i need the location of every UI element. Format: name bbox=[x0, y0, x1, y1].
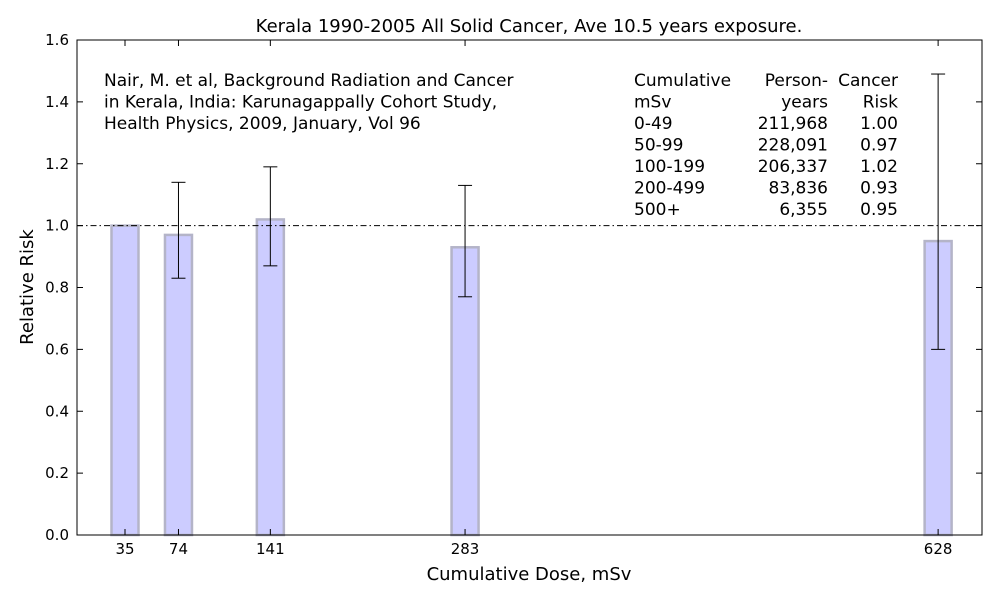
table-cell: 100-199 bbox=[634, 157, 705, 177]
x-tick-label: 35 bbox=[115, 540, 134, 558]
bar bbox=[110, 224, 140, 537]
table-cell: Cumulative bbox=[634, 71, 731, 91]
table-cell: years bbox=[781, 93, 828, 113]
table-cell: 83,836 bbox=[769, 179, 828, 199]
y-tick-label: 1.6 bbox=[45, 31, 69, 49]
table-cell: 0.93 bbox=[860, 179, 898, 199]
plot-area: 0.0 0.2 0.4 0.6 0.8 1.0 1.2 1.4 1.6 35 74 141 283 628… bbox=[45, 31, 983, 558]
annotation-line: Nair, M. et al, Background Radiation and… bbox=[104, 71, 513, 91]
table-cell: 0.97 bbox=[860, 136, 898, 156]
bar bbox=[255, 218, 286, 537]
table-cell: 1.00 bbox=[860, 114, 898, 134]
x-tick-label: 283 bbox=[451, 540, 480, 558]
y-tick-label: 0.2 bbox=[45, 464, 69, 482]
dose-table: Cumulative Person- Cancer mSv years Risk 0-49 2… bbox=[634, 71, 898, 220]
x-tick-label: 74 bbox=[169, 540, 188, 558]
chart-title: Kerala 1990-2005 All Solid Cancer, Ave 1… bbox=[256, 16, 803, 37]
table-cell: 228,091 bbox=[758, 136, 828, 156]
table-cell: 0.95 bbox=[860, 200, 898, 220]
table-cell: mSv bbox=[634, 93, 671, 113]
table-cell: 0-49 bbox=[634, 114, 673, 134]
y-tick-label: 1.0 bbox=[45, 217, 69, 235]
annotation-line: in Kerala, India: Karunagappally Cohort … bbox=[104, 93, 497, 113]
y-tick-label: 1.4 bbox=[45, 93, 69, 111]
table-cell: Cancer bbox=[838, 71, 898, 91]
table-cell: 206,337 bbox=[758, 157, 828, 177]
y-tick-label: 1.2 bbox=[45, 155, 69, 173]
y-tick-label: 0.0 bbox=[45, 526, 69, 544]
error-bar bbox=[263, 166, 278, 267]
citation-annotation: Nair, M. et al, Background Radiation and… bbox=[104, 71, 513, 134]
x-tick-label: 628 bbox=[924, 540, 953, 558]
table-cell: 211,968 bbox=[758, 114, 828, 134]
table-cell: Risk bbox=[863, 93, 898, 113]
x-axis-label: Cumulative Dose, mSv bbox=[427, 564, 632, 585]
y-tick-label: 0.4 bbox=[45, 402, 69, 420]
error-bar bbox=[931, 73, 946, 350]
annotation-line: Health Physics, 2009, January, Vol 96 bbox=[104, 114, 421, 134]
table-cell: Person- bbox=[765, 71, 828, 91]
error-bar bbox=[171, 181, 186, 279]
y-tick-label: 0.6 bbox=[45, 340, 69, 358]
y-tick-label: 0.8 bbox=[45, 279, 69, 297]
bar bbox=[163, 233, 194, 537]
table-cell: 1.02 bbox=[860, 157, 898, 177]
table-cell: 500+ bbox=[634, 200, 681, 220]
table-cell: 50-99 bbox=[634, 136, 683, 156]
error-bar bbox=[458, 184, 473, 298]
table-cell: 6,355 bbox=[779, 200, 828, 220]
y-axis-label: Relative Risk bbox=[17, 229, 38, 345]
table-cell: 200-499 bbox=[634, 179, 705, 199]
x-tick-label: 141 bbox=[256, 540, 285, 558]
